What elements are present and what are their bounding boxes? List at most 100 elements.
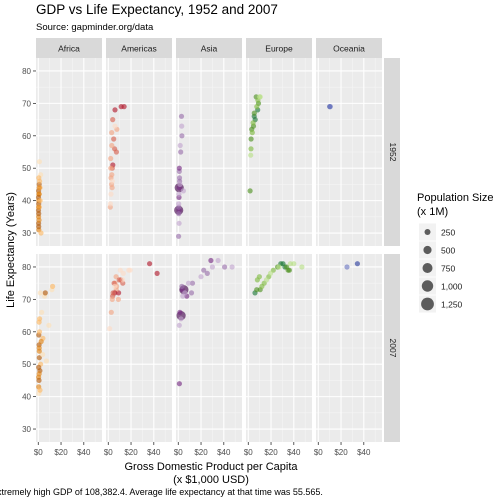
y-tick-label: 80 [22,67,31,76]
x-tick-label: $0 [104,448,113,457]
data-point [248,152,254,158]
data-point [188,290,195,296]
data-point [113,274,119,280]
data-point [178,149,184,155]
legend-entry-label: 500 [441,246,455,256]
y-tick-label: 30 [22,425,31,434]
data-point [36,224,42,230]
data-point [344,264,350,270]
data-point [36,175,42,181]
data-point [248,146,254,152]
data-point [36,159,43,165]
data-point [108,309,114,315]
data-point [177,309,183,315]
data-point [36,319,42,325]
legend-size-symbol [421,297,434,311]
y-tick-label: 80 [22,263,31,272]
facet-strip-row-label: 2007 [388,339,398,358]
data-point [177,181,183,187]
chart-subtitle: Source: gapminder.org/data [36,22,154,33]
chart-caption: o its extremely high GDP of 108,382.4. A… [0,487,323,497]
facet-strip-label: Americas [121,44,156,54]
data-point [37,290,43,296]
data-point [36,348,42,354]
data-point [251,110,257,116]
data-point [109,178,115,184]
data-point [229,264,235,270]
data-point [120,270,126,276]
x-tick-label: $20 [334,448,348,457]
data-point [111,136,117,142]
data-point [254,287,260,293]
data-point [46,322,52,328]
data-point [179,123,185,129]
data-point [189,280,196,286]
data-point [43,358,50,364]
data-point [209,264,215,270]
x-tick-label: $40 [287,448,301,457]
y-tick-label: 40 [22,197,31,206]
y-tick-label: 70 [22,295,31,304]
data-point [215,257,221,264]
x-tick-label: $0 [244,448,253,457]
data-point [176,220,182,226]
legend-title-line1: Population Size [417,192,493,204]
y-tick-label: 50 [22,164,31,173]
data-point [108,165,114,171]
data-point [116,277,122,283]
data-point [299,264,305,270]
x-tick-label: $20 [124,448,138,457]
y-tick-label: 70 [22,99,31,108]
data-point [107,201,113,207]
data-point [185,280,192,286]
data-point [115,296,121,302]
data-point [36,204,42,210]
data-point [178,113,185,119]
data-point [112,283,118,289]
data-point [38,338,44,345]
legend-size-symbol [424,229,431,235]
data-point [40,351,46,358]
data-point [109,172,115,178]
legend-entry-label: 1,250 [441,300,463,310]
data-point [127,267,133,273]
data-point [110,290,116,296]
data-point [180,188,186,194]
y-axis-title: Life Expectancy (Years) [5,192,17,308]
legend-title-line2: (x 1M) [417,206,448,218]
x-tick-label: $40 [147,448,161,457]
data-point [121,104,127,110]
data-point [107,326,113,332]
data-point [204,270,210,276]
data-point [176,322,182,328]
data-point [176,211,182,217]
data-point [176,201,182,207]
data-point [256,274,262,280]
data-point [247,188,253,194]
x-tick-label: $20 [194,448,208,457]
x-axis-title-line1: Gross Domestic Product per Capita [124,461,298,473]
data-point [179,283,185,289]
x-tick-label: $40 [77,448,91,457]
legend-size-symbol [421,280,434,292]
data-point [109,296,115,302]
x-tick-label: $0 [34,448,43,457]
data-point [37,198,43,204]
facet-strip-americas [106,38,172,58]
data-point [176,165,182,171]
facet-strip-label: Oceania [333,44,365,54]
data-point [248,136,254,142]
data-point [36,211,42,217]
data-point [182,290,188,296]
data-point [108,191,114,197]
data-point [109,142,115,149]
data-point [112,107,118,113]
data-point [354,261,360,267]
legend-size-symbol [423,245,432,255]
legend-entry-label: 750 [441,264,455,274]
y-tick-label: 60 [22,132,31,141]
data-point [276,264,282,270]
data-point [285,267,291,273]
data-point [176,381,182,387]
x-tick-label: $0 [174,448,183,457]
